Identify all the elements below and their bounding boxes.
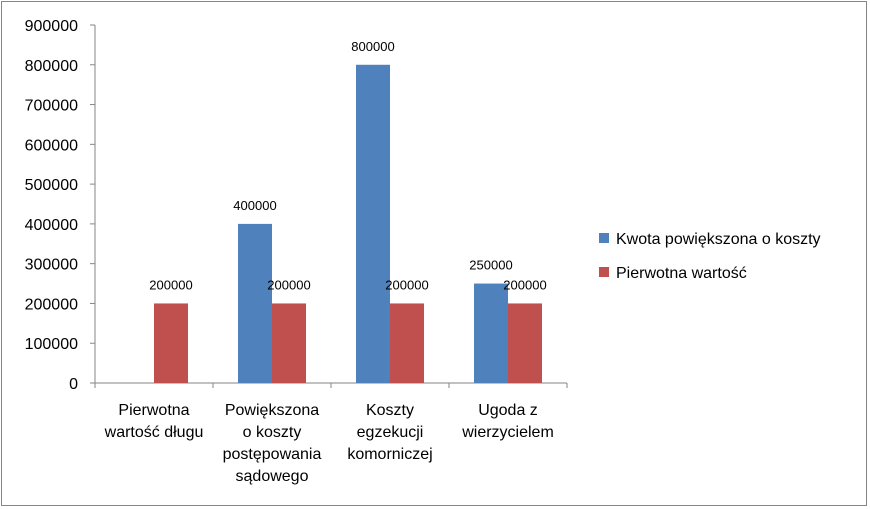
- data-label: 200000: [149, 277, 192, 292]
- x-category-label-line: Powiększona: [225, 402, 319, 419]
- x-axis-categories: Pierwotna wartość długu Powiększona o koszt…: [104, 402, 554, 485]
- data-labels: 400000 800000 250000 200000 200000 200000 2000…: [149, 39, 546, 293]
- bar: [390, 303, 424, 383]
- y-tick-label: 800000: [25, 58, 78, 75]
- y-tick-label: 200000: [25, 296, 78, 313]
- y-tick-label: 400000: [25, 217, 78, 234]
- x-category-label-line: postępowania: [223, 446, 322, 463]
- x-category-label-line: komorniczej: [347, 446, 432, 463]
- bar: [356, 64, 390, 384]
- data-label: 200000: [503, 277, 546, 292]
- bar: [272, 303, 306, 383]
- y-tick-label: 500000: [25, 177, 78, 194]
- x-category-label-line: Ugoda z: [478, 402, 538, 419]
- bar: [474, 283, 508, 383]
- y-tick-label: 700000: [25, 98, 78, 115]
- x-category-label-line: egzekucji: [357, 424, 424, 441]
- x-category-label: Pierwotna wartość długu: [104, 402, 204, 441]
- x-category-label: Powiększona o koszty postępowania sądowego: [223, 402, 322, 485]
- data-label: 400000: [233, 198, 276, 213]
- bar: [238, 223, 272, 383]
- x-category-label-line: wierzycielem: [461, 424, 554, 441]
- legend-label: Pierwotna wartość: [616, 265, 747, 282]
- x-category-label-line: Koszty: [366, 402, 414, 419]
- x-category-label-line: wartość długu: [104, 424, 204, 441]
- legend-swatch: [599, 233, 609, 243]
- x-category-label: Ugoda z wierzycielem: [461, 402, 554, 441]
- y-tick-label: 600000: [25, 137, 78, 154]
- x-category-label-line: o koszty: [243, 424, 302, 441]
- x-category-label: Koszty egzekucji komorniczej: [347, 402, 432, 463]
- y-tick-label: 0: [69, 376, 78, 393]
- data-label: 200000: [267, 277, 310, 292]
- bars: [154, 64, 542, 384]
- data-label: 200000: [385, 277, 428, 292]
- x-category-label-line: Pierwotna: [118, 402, 189, 419]
- legend-label: Kwota powiększona o koszty: [616, 231, 821, 248]
- y-tick-label: 100000: [25, 336, 78, 353]
- y-tick-label: 300000: [25, 257, 78, 274]
- bar: [154, 303, 188, 383]
- legend-swatch: [599, 267, 609, 277]
- y-tick-label: 900000: [25, 18, 78, 35]
- x-category-label-line: sądowego: [236, 468, 309, 485]
- legend: Kwota powiększona o koszty Pierwotna wart…: [599, 231, 821, 282]
- data-label: 800000: [351, 39, 394, 54]
- data-label: 250000: [469, 258, 512, 273]
- y-axis-ticks: 0 100000 200000 300000 400000 500000 600000 700…: [25, 18, 95, 393]
- bar: [508, 303, 542, 383]
